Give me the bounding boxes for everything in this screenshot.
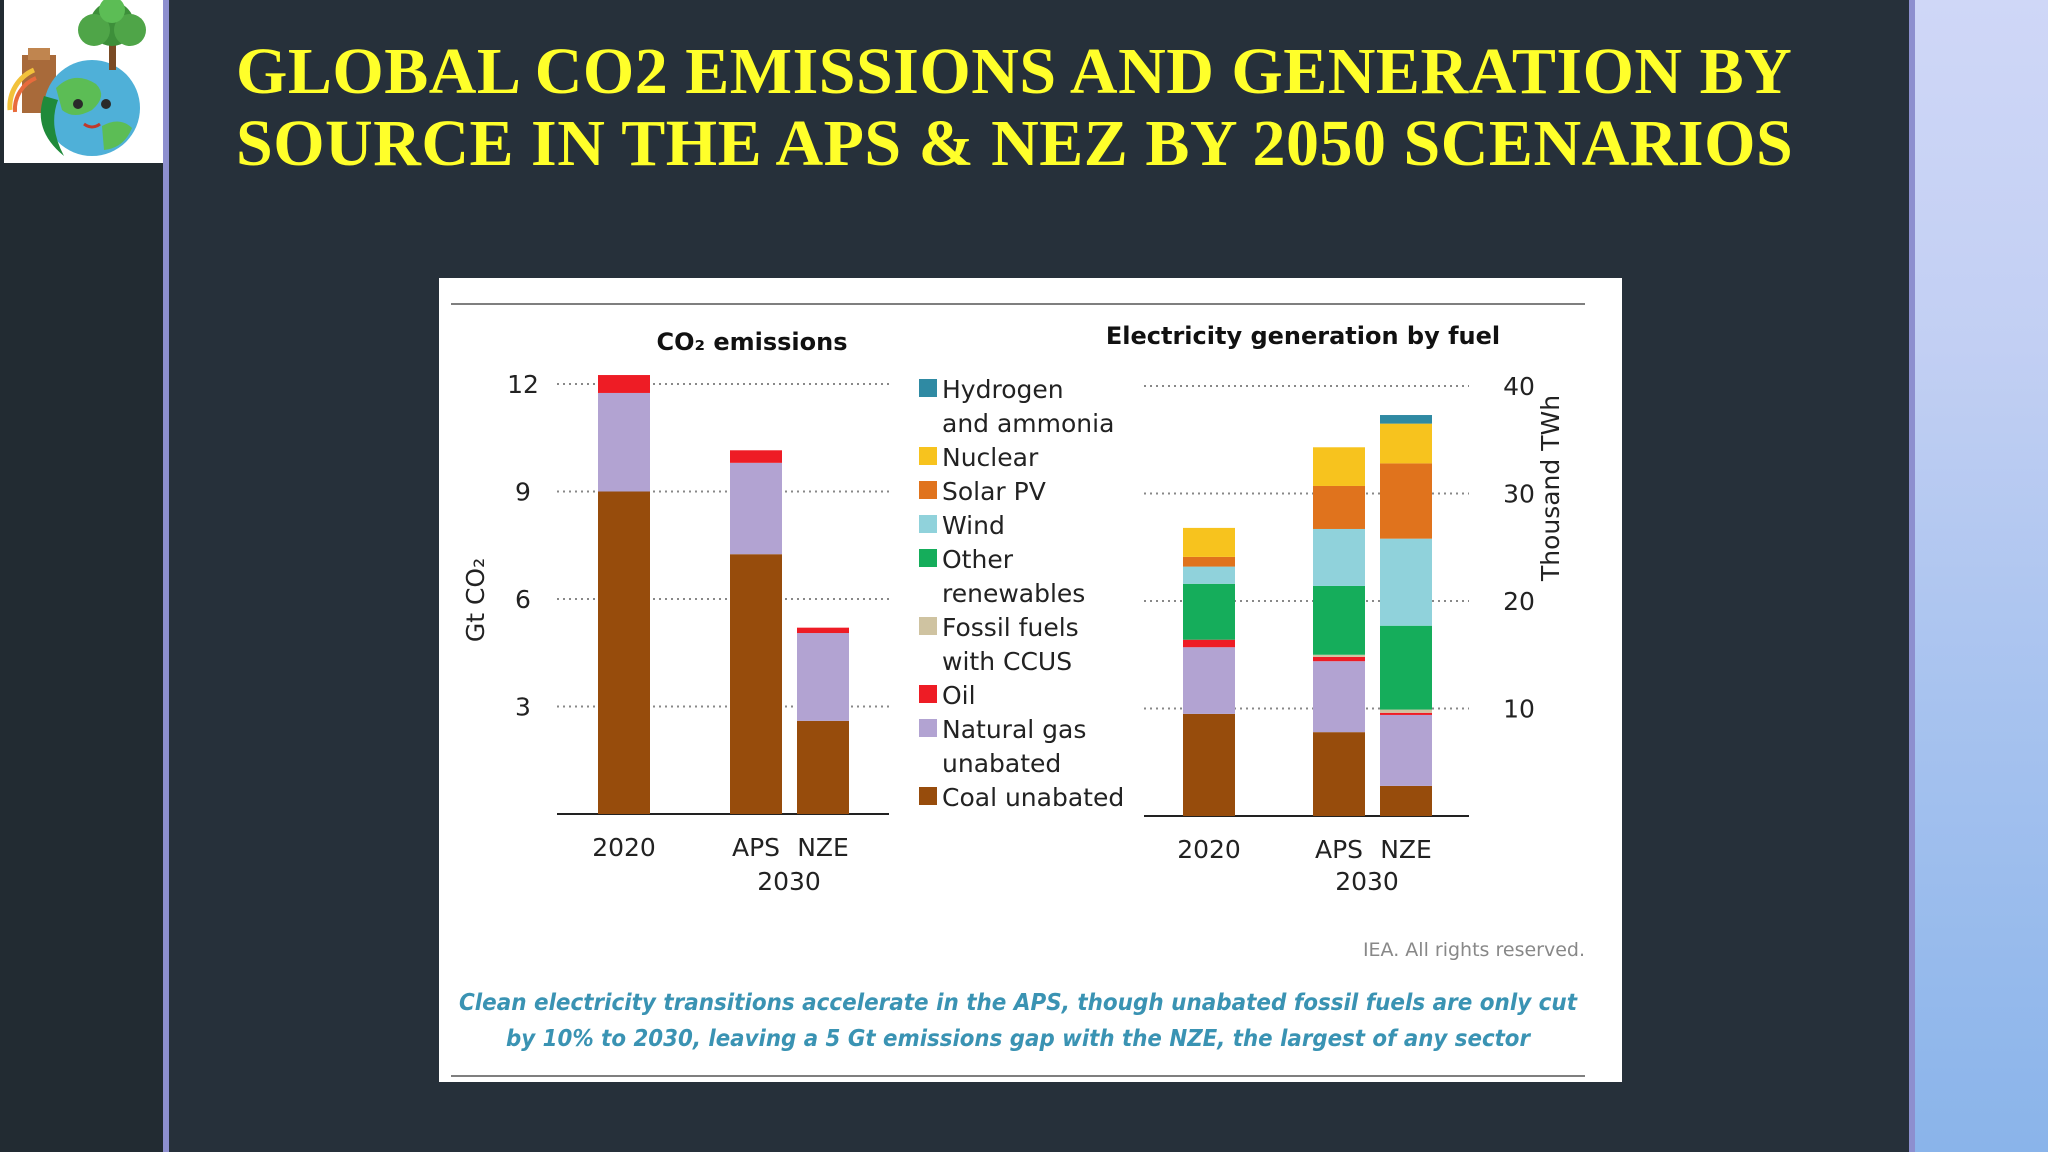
co2-emissions-chart: 3 6 9 12 2020 APS NZE Gt CO₂ xyxy=(461,370,889,862)
legend-swatch-wind xyxy=(919,515,937,533)
bar-segment-other_renewables xyxy=(1380,625,1432,710)
y-tick-label: 20 xyxy=(1503,587,1535,616)
bar-segment-oil xyxy=(797,627,849,634)
y-tick-label: 40 xyxy=(1503,372,1535,401)
legend-swatch-coal xyxy=(919,787,937,805)
bar-segment-coal xyxy=(598,491,650,814)
legend-label-fossil_ccus: Fossil fuels xyxy=(942,613,1079,642)
generation-chart-title: Electricity generation by fuel xyxy=(1106,322,1500,350)
bar-segment-wind xyxy=(1380,538,1432,626)
legend-label-other_renewables: renewables xyxy=(942,579,1085,608)
bar-segment-nuclear xyxy=(1313,447,1365,486)
legend-label-nuclear: Nuclear xyxy=(942,443,1039,472)
bar-segment-solar xyxy=(1380,463,1432,539)
bar-segment-fossil_ccus xyxy=(1313,654,1365,657)
right-decorative-panel xyxy=(1909,0,2048,1152)
legend-label-natural_gas: Natural gas xyxy=(942,715,1086,744)
x-tick-label: 2020 xyxy=(1177,835,1241,864)
bar-segment-natural_gas xyxy=(797,633,849,721)
y-tick-label: 30 xyxy=(1503,480,1535,509)
x-tick-label: APS xyxy=(732,833,780,862)
bar-segment-other_renewables xyxy=(1183,583,1235,640)
caption-line-2: by 10% to 2030, leaving a 5 Gt emissions… xyxy=(506,1026,1532,1052)
right-accent-line xyxy=(1909,0,1915,1152)
co2-group-label-2030: 2030 xyxy=(757,867,821,896)
x-tick-label: NZE xyxy=(1380,835,1432,864)
bar-segment-wind xyxy=(1183,566,1235,584)
x-tick-label: APS xyxy=(1315,835,1363,864)
bar-segment-solar xyxy=(1313,485,1365,529)
bar-segment-oil xyxy=(1313,656,1365,662)
legend-swatch-oil xyxy=(919,685,937,703)
y-tick-label: 9 xyxy=(515,478,531,507)
y-tick-label: 10 xyxy=(1503,695,1535,724)
bar-segment-solar xyxy=(1183,556,1235,567)
bar-segment-oil xyxy=(1183,639,1235,648)
bar-segment-coal xyxy=(730,554,782,814)
legend-swatch-other_renewables xyxy=(919,549,937,567)
bar-segment-natural_gas xyxy=(598,392,650,492)
y-tick-label: 6 xyxy=(515,585,531,614)
bar-segment-hydrogen xyxy=(1380,415,1432,424)
left-accent-line xyxy=(163,0,169,1152)
bar-segment-natural_gas xyxy=(730,462,782,555)
bar-segment-nuclear xyxy=(1380,423,1432,464)
generation-chart: 10 20 30 40 2020 APS NZE Thousand TWh xyxy=(1144,372,1565,864)
bar-segment-coal xyxy=(797,720,849,814)
legend-label-coal: Coal unabated xyxy=(942,783,1124,812)
legend-swatch-hydrogen xyxy=(919,379,937,397)
legend-label-other_renewables: Other xyxy=(942,545,1014,574)
x-tick-label: NZE xyxy=(797,833,849,862)
iea-figure: CO₂ emissions Electricity generation by … xyxy=(439,278,1622,1082)
caption-line-1: Clean electricity transitions accelerate… xyxy=(459,990,1578,1016)
legend-label-hydrogen: Hydrogen xyxy=(942,375,1064,404)
bar-segment-oil xyxy=(598,375,650,393)
legend-swatch-nuclear xyxy=(919,447,937,465)
generation-group-label-2030: 2030 xyxy=(1335,867,1399,896)
bar-segment-nuclear xyxy=(1183,527,1235,557)
left-sidebar-strip xyxy=(0,0,163,1152)
bar-segment-wind xyxy=(1313,528,1365,586)
bar-segment-natural_gas xyxy=(1313,661,1365,733)
legend-label-hydrogen: and ammonia xyxy=(942,409,1114,438)
bar-segment-natural_gas xyxy=(1183,647,1235,714)
legend: Hydrogen and ammonia Nuclear Solar PV Wind Ot… xyxy=(919,375,1124,812)
bar-segment-oil xyxy=(730,450,782,463)
x-tick-label: 2020 xyxy=(592,833,656,862)
y-axis-label: Gt CO₂ xyxy=(461,558,490,642)
earth-tree-logo xyxy=(4,0,163,163)
bar-segment-oil xyxy=(1380,712,1432,715)
legend-swatch-fossil_ccus xyxy=(919,617,937,635)
legend-label-fossil_ccus: with CCUS xyxy=(942,647,1072,676)
y-tick-label: 12 xyxy=(507,370,539,399)
y-tick-label: 3 xyxy=(515,693,531,722)
legend-label-natural_gas: unabated xyxy=(942,749,1061,778)
y-axis-label: Thousand TWh xyxy=(1536,395,1565,582)
earth-globe-icon xyxy=(7,0,146,156)
bar-segment-fossil_ccus xyxy=(1380,709,1432,713)
slide-title: GLOBAL CO2 EMISSIONS AND GENERATION BY S… xyxy=(236,35,1794,180)
bar-segment-coal xyxy=(1380,785,1432,816)
chart-canvas: CO₂ emissions Electricity generation by … xyxy=(451,303,1585,1077)
legend-swatch-natural_gas xyxy=(919,719,937,737)
legend-label-oil: Oil xyxy=(942,681,976,710)
copyright-note: IEA. All rights reserved. xyxy=(1363,939,1585,961)
bar-segment-natural_gas xyxy=(1380,714,1432,786)
bar-segment-coal xyxy=(1183,713,1235,816)
bar-segment-other_renewables xyxy=(1313,585,1365,655)
legend-label-solar: Solar PV xyxy=(942,477,1046,506)
legend-swatch-solar xyxy=(919,481,937,499)
bar-segment-coal xyxy=(1313,732,1365,816)
co2-chart-title: CO₂ emissions xyxy=(656,328,847,356)
legend-label-wind: Wind xyxy=(942,511,1005,540)
